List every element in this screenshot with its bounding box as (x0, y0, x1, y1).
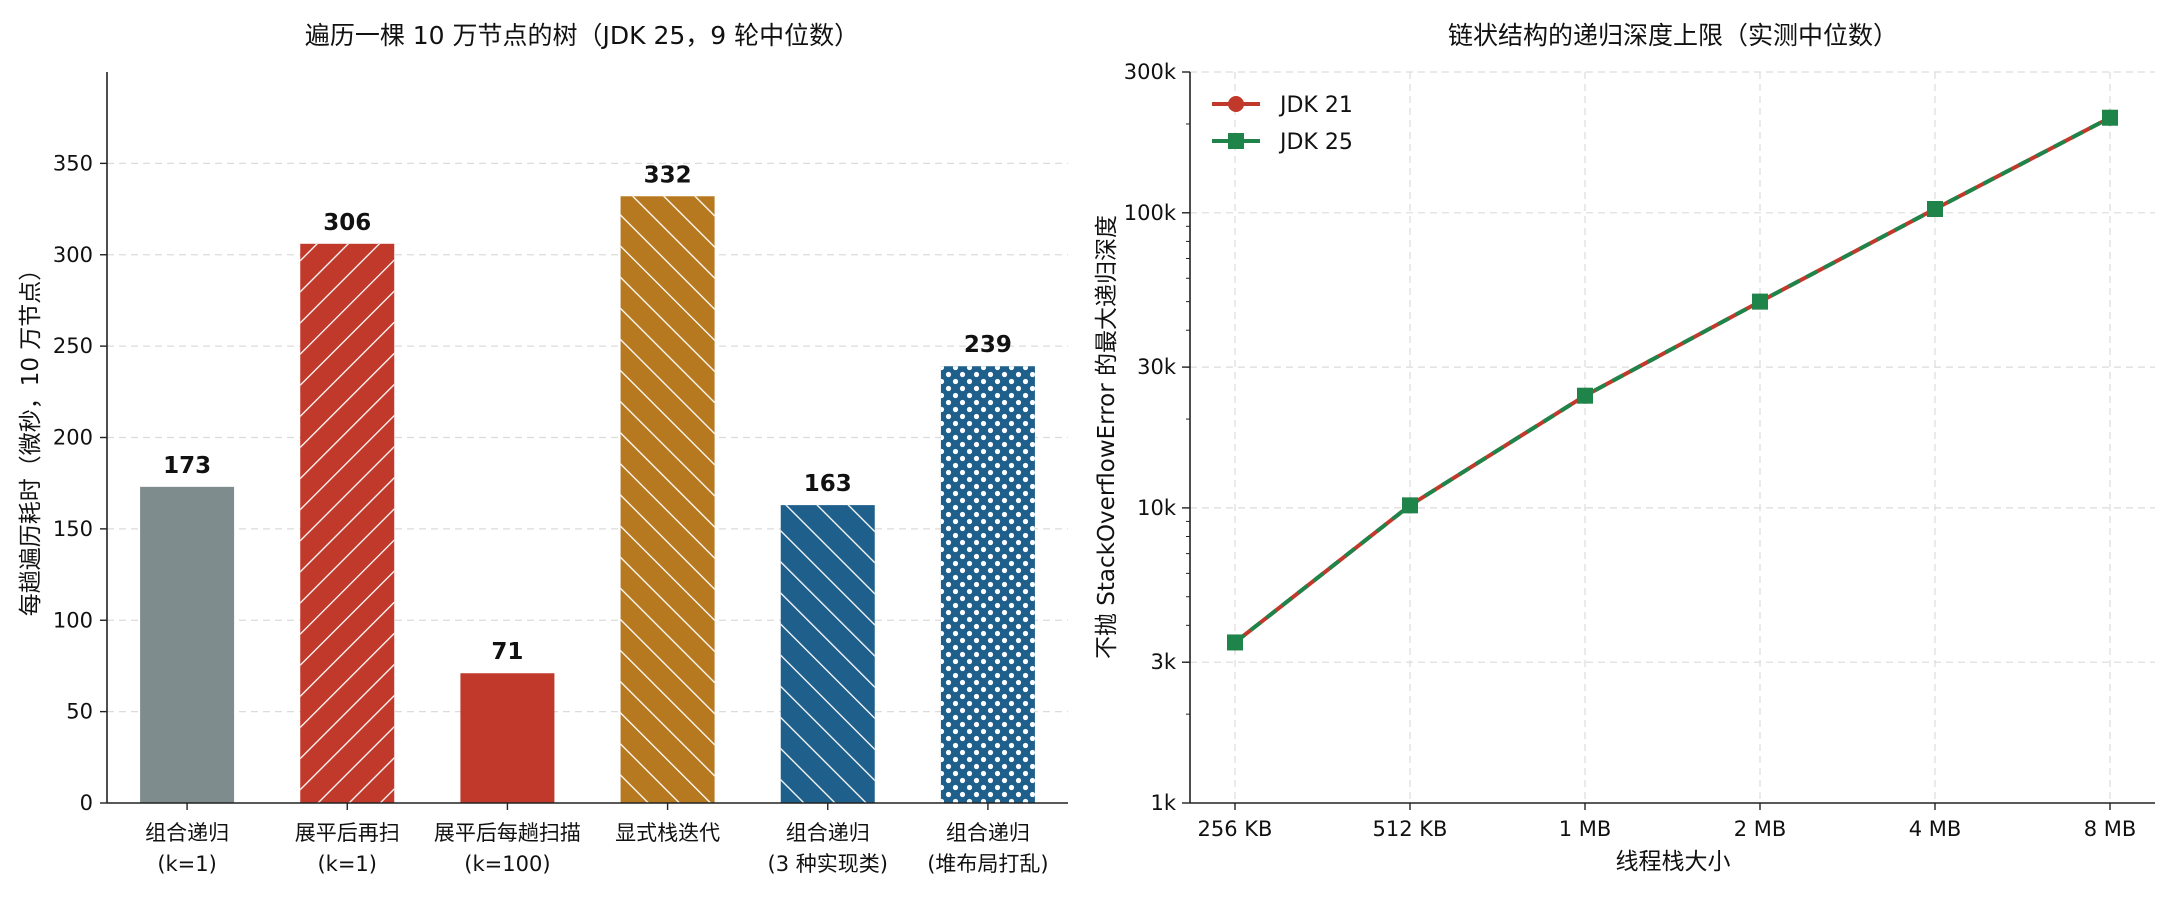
bar-hatch (300, 243, 395, 803)
series-line-jdk-21 (1233, 115, 2111, 645)
line-series (1227, 109, 2118, 651)
bar-y-ticks: 0 50 100 150 200 250 300 350 (53, 151, 107, 815)
bar-y-tick-label: 200 (53, 426, 93, 450)
bar-value-label: 239 (964, 332, 1012, 358)
bar-x-tick-label: (堆布局打乱) (927, 852, 1048, 876)
bar-hatch (620, 196, 715, 803)
bar-x-tick-label: 组合递归 (946, 821, 1030, 845)
series-point (1927, 201, 1943, 218)
line-grid (1190, 71, 2155, 803)
bar-y-tick-label: 300 (53, 243, 93, 267)
bar-value-label: 163 (804, 471, 852, 497)
bar-x-tick-label: 组合递归 (145, 821, 229, 845)
line-x-tick-label: 4 MB (1909, 817, 1962, 841)
line-chart-title: 链状结构的递归深度上限（实测中位数） (1448, 21, 1898, 50)
bar-x-tick-label: 展平后每趟扫描 (434, 821, 581, 845)
bar-y-tick-label: 350 (53, 151, 93, 175)
line-y-axis-title: 不抛 StackOverflowError 的最大递归深度 (1094, 215, 1120, 659)
line-y-ticks: 1k 3k 10k 30k 100k 300k (1124, 60, 1190, 815)
legend-marker (1228, 133, 1244, 149)
line-x-axis-title: 线程栈大小 (1616, 849, 1731, 875)
line-x-tick-label: 256 KB (1198, 817, 1273, 841)
bar-hatch (940, 366, 1035, 803)
bar-x-tick-label: (3 种实现类) (768, 852, 888, 876)
bar-x-tick-label: 组合递归 (786, 821, 870, 845)
line-y-tick-label: 100k (1124, 201, 1177, 225)
bar-y-tick-label: 100 (53, 608, 93, 632)
bar-y-tick-label: 250 (53, 334, 93, 358)
bar-series: 173 306 71 332 163 239 (140, 162, 1035, 803)
bar-y-tick-label: 150 (53, 517, 93, 541)
line-x-tick-label: 1 MB (1559, 817, 1612, 841)
bar (140, 486, 235, 803)
line-x-tick-label: 8 MB (2084, 817, 2137, 841)
bar-grid (107, 162, 1068, 713)
line-y-tick-label: 3k (1150, 650, 1176, 674)
legend-marker (1228, 96, 1244, 112)
line-chart: 链状结构的递归深度上限（实测中位数） 1k 3k 10k 30k 100k 300k 25… (1094, 21, 2155, 875)
series-point (2102, 109, 2118, 126)
bar (460, 673, 555, 803)
line-legend: JDK 21 JDK 25 (1212, 93, 1353, 155)
line-y-tick-label: 10k (1137, 496, 1177, 520)
line-y-tick-label: 30k (1137, 355, 1177, 379)
legend-label: JDK 21 (1278, 93, 1353, 118)
bar-x-tick-label: 展平后再扫 (295, 821, 400, 845)
bar-chart: 遍历一棵 10 万节点的树（JDK 25，9 轮中位数） 0 50 100 150 20… (18, 21, 1068, 876)
bar-value-label: 306 (323, 210, 371, 236)
bar-value-label: 71 (491, 639, 523, 665)
line-x-tick-label: 512 KB (1373, 817, 1448, 841)
bar-chart-title: 遍历一棵 10 万节点的树（JDK 25，9 轮中位数） (305, 21, 859, 50)
line-y-tick-label: 1k (1150, 791, 1176, 815)
bar-hatch (780, 505, 875, 803)
bar-x-tick-label: 显式栈迭代 (615, 821, 720, 845)
line-x-ticks: 256 KB 512 KB 1 MB 2 MB 4 MB 8 MB (1198, 803, 2137, 841)
legend-label: JDK 25 (1278, 130, 1353, 155)
bar-y-tick-label: 0 (80, 791, 93, 815)
bar-value-label: 332 (644, 162, 692, 188)
bar-y-tick-label: 50 (66, 700, 93, 724)
series-point (1402, 497, 1418, 514)
line-x-tick-label: 2 MB (1734, 817, 1787, 841)
bar-y-axis-title: 每趟遍历耗时（微秒，10 万节点） (18, 258, 44, 617)
bar-x-tick-label: (k=1) (157, 852, 217, 876)
series-point (1577, 387, 1593, 404)
line-y-tick-label: 300k (1124, 60, 1177, 84)
bar-x-tick-label: (k=1) (317, 852, 377, 876)
bar-x-ticks: 组合递归 (k=1) 展平后再扫 (k=1) 展平后每趟扫描 (k=100) 显式栈迭代 组合… (145, 803, 1049, 876)
series-point (1752, 293, 1768, 310)
bar-x-tick-label: (k=100) (464, 852, 550, 876)
series-point (1227, 634, 1243, 651)
bar-value-label: 173 (163, 453, 211, 479)
series-line-jdk-25 (1233, 115, 2111, 645)
